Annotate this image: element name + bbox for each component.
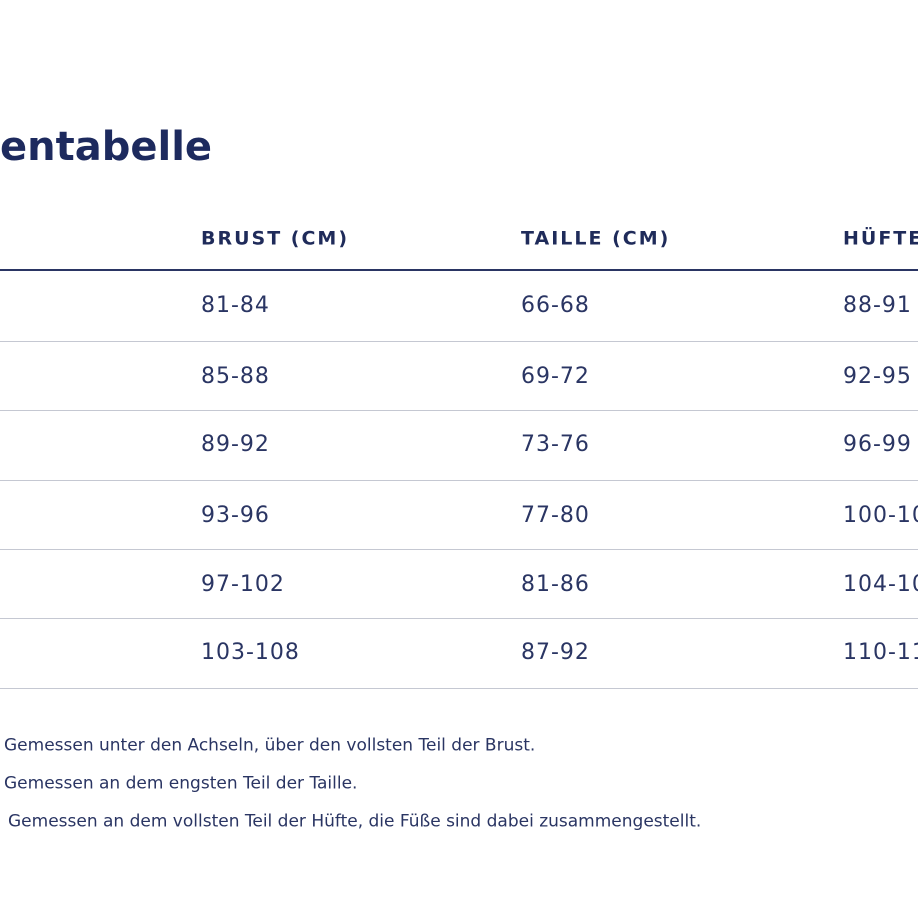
table-cell: 73-76 (521, 432, 590, 457)
table-cell: 69-72 (521, 364, 590, 389)
table-cell: 93-96 (201, 503, 270, 528)
table-cell: 85-88 (201, 364, 270, 389)
column-header: BRUST (CM) (201, 227, 350, 250)
table-cell: 97-102 (201, 572, 285, 597)
table-cell: 92-95 (843, 364, 912, 389)
table-cell: 88-91 (843, 293, 912, 318)
table-cell: 89-92 (201, 432, 270, 457)
row-rule (0, 341, 918, 342)
table-cell: 110-115 (843, 640, 918, 665)
row-rule (0, 618, 918, 619)
table-cell: 100-10 (843, 503, 918, 528)
header-rule (0, 269, 918, 271)
table-cell: 87-92 (521, 640, 590, 665)
row-rule (0, 688, 918, 689)
table-cell: 66-68 (521, 293, 590, 318)
column-header: TAILLE (CM) (521, 227, 671, 250)
column-header: HÜFTE (843, 227, 918, 250)
footnote: Gemessen an dem vollsten Teil der Hüfte,… (8, 811, 702, 832)
row-rule (0, 480, 918, 481)
footnote: Gemessen an dem engsten Teil der Taille. (4, 773, 358, 794)
table-cell: 77-80 (521, 503, 590, 528)
table-cell: 96-99 (843, 432, 912, 457)
table-cell: 81-86 (521, 572, 590, 597)
row-rule (0, 410, 918, 411)
table-cell: 103-108 (201, 640, 300, 665)
footnote: Gemessen unter den Achseln, über den vol… (4, 735, 536, 756)
table-cell: 81-84 (201, 293, 270, 318)
page-title: entabelle (0, 124, 213, 170)
row-rule (0, 549, 918, 550)
table-cell: 104-10 (843, 572, 918, 597)
